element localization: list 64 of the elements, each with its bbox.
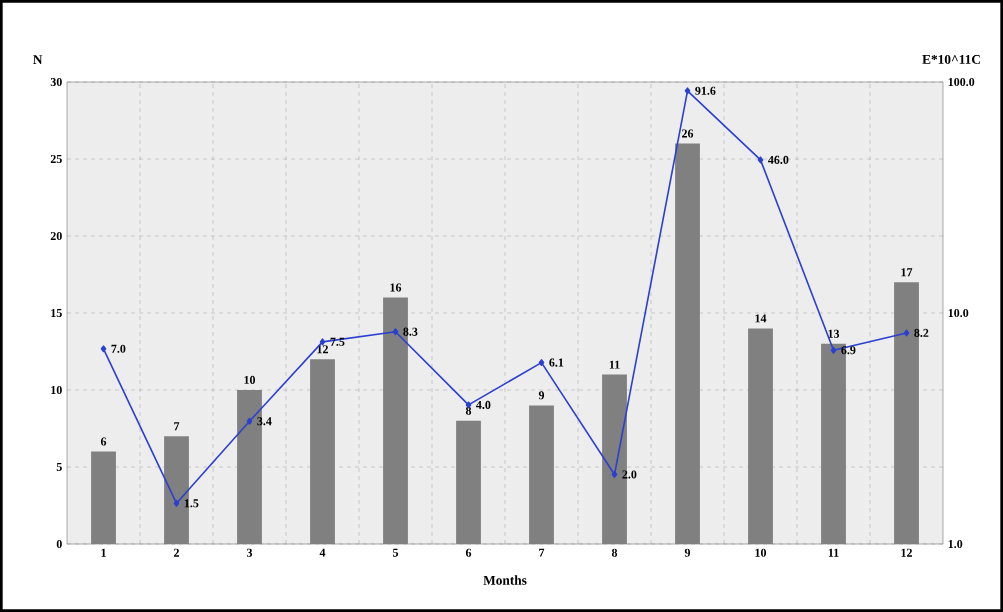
data-label: 10: [244, 375, 256, 384]
y2-tick-label: 100.0: [948, 77, 975, 87]
x-tick-label: 9: [684, 548, 691, 557]
data-label: 91.6: [695, 86, 716, 95]
data-label: 8.2: [914, 328, 929, 337]
x-tick-label: 12: [901, 548, 912, 557]
x-tick-label: 7: [539, 548, 545, 557]
x-tick-label: 6: [465, 548, 472, 557]
data-label: 6.1: [549, 358, 564, 367]
data-label: 3.4: [257, 417, 272, 426]
y-tick-label: 25: [50, 154, 62, 164]
data-label: 46.0: [768, 155, 789, 164]
x-tick-label: 4: [319, 548, 326, 557]
y-tick-label: 0: [56, 539, 62, 549]
bar: [675, 143, 700, 544]
x-axis-title: Months: [483, 575, 527, 585]
bar: [456, 420, 481, 544]
x-tick-label: 3: [246, 548, 253, 557]
point: [173, 499, 180, 507]
data-label: 8.3: [403, 327, 418, 336]
x-tick-label: 1: [101, 548, 106, 557]
data-label: 4.0: [476, 400, 491, 409]
point: [757, 156, 764, 164]
y-tick-label: 5: [56, 463, 62, 471]
data-label: 7: [174, 422, 180, 431]
data-label: 14: [755, 314, 767, 323]
data-label: 7.0: [111, 344, 126, 353]
point: [903, 329, 910, 337]
bar: [529, 405, 554, 544]
data-label: 2.0: [622, 470, 637, 479]
point: [684, 87, 691, 95]
y-tick-label: 20: [50, 231, 62, 241]
data-label: 9: [538, 391, 545, 400]
bar: [91, 451, 116, 544]
point: [246, 417, 253, 425]
data-label: 17: [901, 268, 913, 277]
data-label: 6: [100, 437, 107, 446]
x-tick-label: 10: [755, 548, 767, 557]
data-label: 13: [828, 329, 840, 338]
data-label: 8: [465, 406, 472, 415]
bar: [310, 359, 335, 544]
bar: [748, 328, 773, 544]
data-label: 26: [682, 129, 694, 138]
y2-tick-label: 10.0: [948, 308, 969, 318]
data-label: 6.9: [841, 346, 856, 355]
y-tick-label: 30: [50, 77, 62, 87]
data-label: 16: [390, 283, 402, 292]
point: [538, 359, 545, 367]
data-label: 11: [609, 360, 620, 369]
y-tick-label: 15: [51, 308, 62, 318]
y2-axis-title: E*10^11C: [922, 54, 980, 64]
data-label: 7.5: [330, 337, 345, 346]
y-tick-label: 10: [51, 385, 62, 395]
x-tick-label: 11: [828, 548, 839, 557]
x-tick-label: 2: [174, 548, 179, 557]
point: [100, 345, 107, 353]
point: [611, 471, 618, 478]
x-tick-label: 8: [611, 548, 618, 557]
data-label: 1.5: [184, 499, 199, 508]
y-axis-title: N: [33, 55, 43, 64]
x-tick-label: 5: [392, 548, 399, 557]
point: [392, 328, 399, 336]
point: [830, 346, 837, 354]
y2-tick-label: 1.0: [948, 539, 963, 549]
